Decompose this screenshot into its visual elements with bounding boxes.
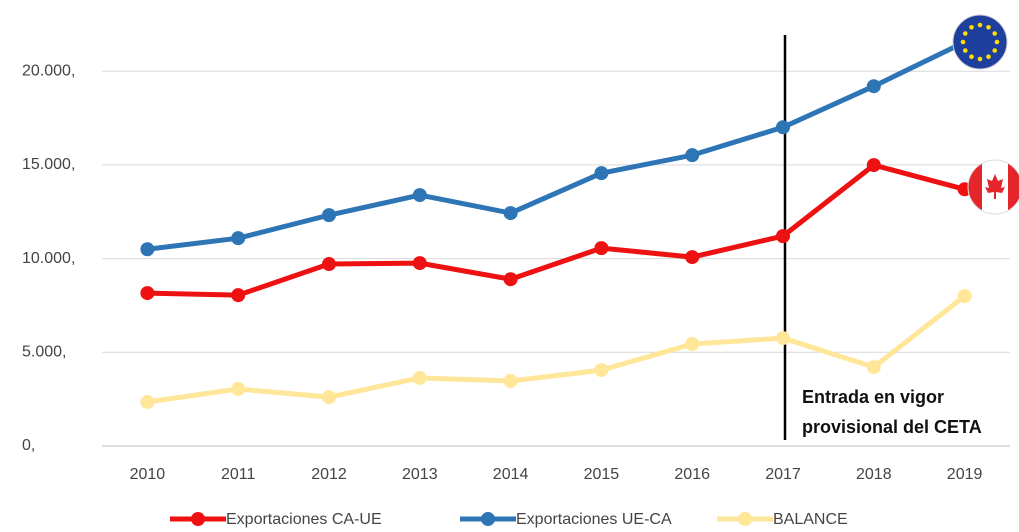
eu-star (962, 31, 968, 36)
series-point (594, 241, 609, 256)
eu-star (977, 56, 983, 62)
x-tick-label: 2017 (765, 466, 801, 483)
x-tick-label: 2010 (130, 466, 166, 483)
x-tick-label: 2016 (674, 466, 710, 483)
x-tick-label: 2011 (221, 466, 256, 483)
legend-label: BALANCE (773, 511, 848, 528)
legend-marker (481, 512, 495, 526)
legend-label: Exportaciones UE-CA (516, 511, 672, 528)
series-point (140, 394, 155, 409)
series-point (322, 390, 336, 405)
series-point (503, 373, 518, 388)
x-tick-label: 2018 (856, 466, 892, 483)
series-line (147, 294, 967, 405)
series-line (147, 162, 966, 298)
legend-marker (191, 512, 205, 526)
series-line (147, 39, 966, 252)
series-point (594, 363, 609, 378)
eu-star (962, 48, 968, 53)
eu-star (960, 39, 966, 45)
legend-marker (738, 512, 752, 526)
eu-star (977, 22, 983, 28)
eu-star (994, 39, 1000, 45)
series-point (412, 256, 427, 271)
series-point (231, 382, 246, 397)
series-point (685, 250, 700, 265)
series-point (412, 370, 427, 385)
annotation: Entrada en vigor (802, 387, 944, 407)
series-point (140, 242, 155, 257)
eu-flag (952, 14, 1008, 70)
series-point (685, 148, 700, 163)
eu-star (992, 48, 998, 53)
series-point (776, 229, 790, 244)
series-point (322, 257, 336, 272)
series-point (866, 79, 881, 94)
canada-flag (967, 159, 1019, 215)
x-tick-label: 2013 (402, 466, 438, 483)
flags (952, 14, 1019, 215)
series-point (503, 272, 518, 287)
series-point (776, 120, 790, 135)
eu-star (969, 24, 974, 30)
series-point (503, 206, 518, 221)
x-tick-label: 2019 (947, 466, 983, 483)
series-point (140, 286, 155, 301)
y-tick-label: 15.000, (22, 156, 75, 173)
x-tick-label: 2012 (311, 466, 347, 483)
series-point (412, 188, 427, 203)
series-point (866, 158, 881, 173)
series-point (594, 166, 609, 181)
series-point (322, 208, 336, 223)
x-tick-label: 2015 (584, 466, 620, 483)
series-point (685, 337, 700, 352)
eu-star (986, 24, 991, 30)
series-point (776, 331, 790, 346)
eu-star (992, 31, 998, 36)
y-tick-label: 20.000, (22, 62, 75, 79)
y-tick-label: 10.000, (22, 250, 75, 267)
eu-star (969, 54, 974, 60)
series-point (231, 288, 246, 303)
series-point (866, 360, 881, 375)
y-tick-label: 0, (22, 437, 35, 454)
series-point (957, 289, 972, 304)
legend-label: Exportaciones CA-UE (226, 511, 382, 528)
eu-star (986, 54, 991, 60)
x-tick-label: 2014 (493, 466, 529, 483)
series-point (231, 231, 246, 246)
y-tick-label: 5.000, (22, 344, 66, 361)
annotation: provisional del CETA (802, 417, 982, 437)
